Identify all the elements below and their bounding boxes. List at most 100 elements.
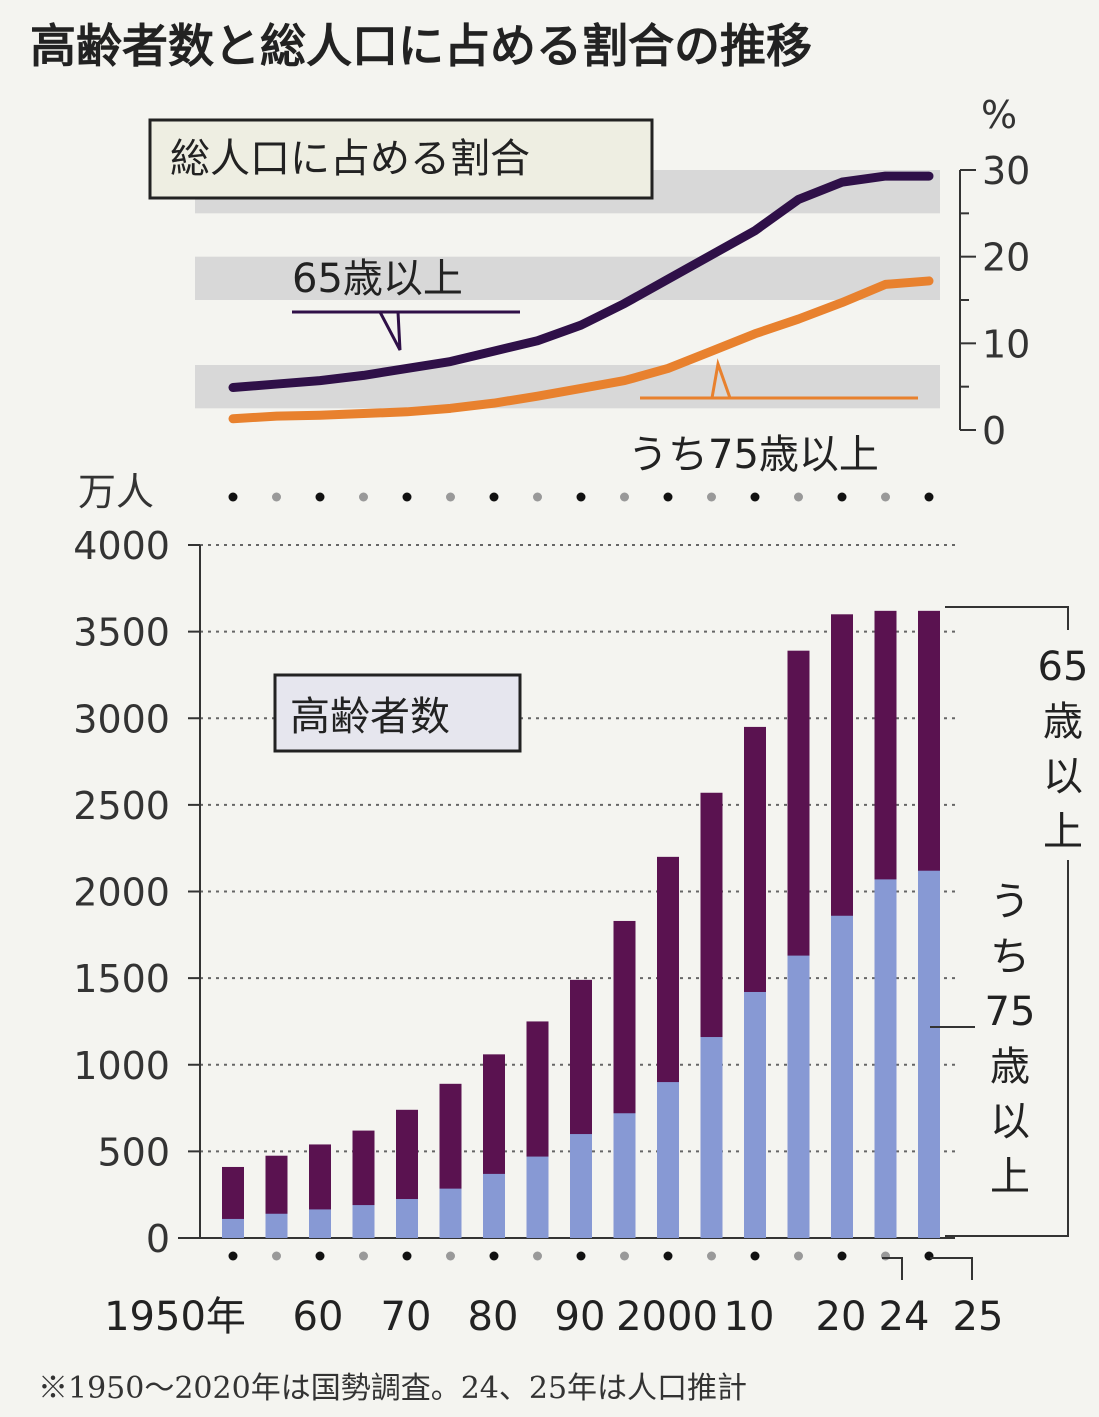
top-y-tick-label: 10 [982, 322, 1030, 366]
bottom-y-tick-label: 500 [97, 1130, 170, 1174]
top-y-tick-label: 20 [982, 236, 1030, 280]
year-dot-bottom [837, 1251, 847, 1261]
bottom-y-unit: 万人 [78, 470, 154, 514]
year-dot-top [663, 492, 673, 502]
bar-legend-75-char: 上 [990, 1154, 1030, 1200]
bottom-panel-label: 高齢者数 [290, 694, 450, 740]
year-dot-bottom [750, 1251, 760, 1261]
x-tick-label: 90 [555, 1294, 606, 1340]
bar-legend-65-char: 上 [1043, 809, 1083, 855]
year-dot-bottom [272, 1251, 281, 1261]
year-dot-bottom [663, 1251, 673, 1261]
bar-75 [831, 915, 853, 1238]
bar-legend-75-char: ち [990, 934, 1030, 980]
year-dot-top [272, 492, 281, 502]
x-tick-label: 2000 [616, 1294, 718, 1340]
year-dot-bottom [359, 1251, 368, 1261]
year-dot-bottom [446, 1251, 455, 1261]
bar-75 [309, 1209, 331, 1238]
legend-65-line: 65歳以上 [292, 256, 463, 302]
year-dot-bottom [881, 1251, 890, 1261]
source-note: ※1950～2020年は国勢調査。24、25年は人口推計 [38, 1371, 747, 1406]
year-dot-bottom [315, 1251, 325, 1261]
bar-75 [352, 1205, 375, 1238]
x-tick-label: 60 [293, 1294, 344, 1340]
bar-legend-75-char: 以 [990, 1099, 1030, 1145]
legend-75-line: うち75歳以上 [628, 432, 879, 478]
line-series-group [148, 118, 976, 431]
year-dot-top [315, 492, 325, 502]
x-tick-label: 70 [381, 1294, 432, 1340]
bottom-y-tick-label: 3500 [73, 611, 170, 655]
top-panel-label: 総人口に占める割合 [170, 136, 530, 182]
chart-title: 高齢者数と総人口に占める割合の推移 [30, 19, 812, 73]
bar-75 [483, 1173, 505, 1238]
bar-75 [657, 1082, 679, 1238]
x-callout-25 [930, 1257, 973, 1280]
callout-75 [640, 358, 918, 400]
bar-legend-65-char: 65 [1038, 644, 1089, 690]
bar-series-group [222, 610, 940, 1238]
bar-75 [439, 1188, 462, 1238]
bar-legend-75-char: う [990, 879, 1030, 925]
year-dot-top [837, 492, 847, 502]
year-dots [228, 492, 973, 1280]
bar-legend-75: うち 75 歳以上 [985, 879, 1036, 1200]
year-dot-bottom [924, 1251, 934, 1261]
year-dot-bottom [228, 1251, 238, 1261]
bar-75 [570, 1134, 592, 1238]
bar-75 [918, 870, 940, 1238]
x-tick-label: 1950年 [104, 1294, 246, 1340]
bar-75 [613, 1113, 636, 1238]
year-dot-bottom [576, 1251, 586, 1261]
bar-legend-65-char: 歳 [1043, 699, 1083, 745]
bottom-y-tick-label: 2500 [73, 784, 170, 828]
bottom-y-tick-label: 1000 [73, 1044, 170, 1088]
x-tick-label: 80 [468, 1294, 519, 1340]
bar-75 [744, 991, 766, 1238]
bottom-y-tick-label: 2000 [73, 871, 170, 915]
bar-75 [396, 1199, 418, 1238]
bar-legend-65: 65 歳以上 [1038, 644, 1089, 855]
year-dot-bottom [489, 1251, 499, 1261]
year-dot-top [228, 492, 238, 502]
bar-75 [526, 1156, 549, 1238]
top-y-unit: % [981, 93, 1017, 137]
top-y-tick-label: 30 [982, 149, 1030, 193]
bottom-y-tick-label: 0 [146, 1217, 170, 1261]
x-tick-label: 24 [879, 1294, 930, 1340]
x-callout-24 [882, 1257, 903, 1280]
year-dot-top [446, 492, 455, 502]
bottom-y-tick-label: 4000 [73, 524, 170, 568]
bottom-y-tick-label: 1500 [73, 957, 170, 1001]
chart-text: 高齢者数と総人口に占める割合の推移 ※1950～2020年は国勢調査。24、25… [30, 19, 1088, 1406]
bar-75 [700, 1037, 723, 1238]
bar-legend-75-char: 歳 [990, 1044, 1030, 1090]
bar-75 [874, 879, 897, 1238]
callout-65 [292, 310, 520, 351]
bar-75 [222, 1218, 244, 1238]
year-dot-top [489, 492, 499, 502]
bottom-panel-label-box [273, 673, 522, 753]
top-panel-label-box [148, 118, 654, 200]
year-dot-top [533, 492, 542, 502]
bar-legend-65-char: 以 [1043, 754, 1083, 800]
x-tick-label: 20 [816, 1294, 867, 1340]
x-tick-label: 10 [724, 1294, 775, 1340]
year-dot-top [924, 492, 934, 502]
bar-75 [265, 1213, 288, 1238]
year-dot-top [750, 492, 760, 502]
year-dot-top [881, 492, 890, 502]
bar-legend-75-char: 75 [985, 989, 1036, 1035]
year-dot-bottom [402, 1251, 412, 1261]
year-dot-top [794, 492, 803, 502]
year-dot-top [576, 492, 586, 502]
year-dot-bottom [794, 1251, 803, 1261]
year-dot-bottom [533, 1251, 542, 1261]
year-dot-top [620, 492, 629, 502]
year-dot-top [707, 492, 716, 502]
top-y-tick-label: 0 [982, 409, 1006, 453]
grid-band-1 [195, 256, 940, 300]
bracket-65 [945, 606, 1069, 1237]
